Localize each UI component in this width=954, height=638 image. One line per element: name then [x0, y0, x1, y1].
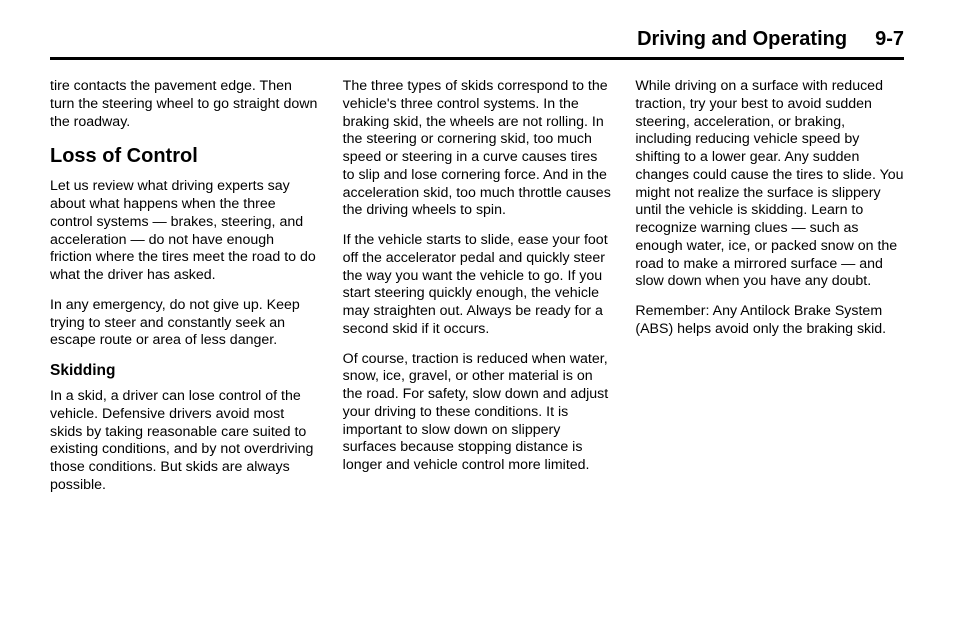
body-paragraph: In a skid, a driver can lose control of … — [50, 388, 319, 495]
column-3: While driving on a surface with reduced … — [635, 78, 904, 507]
page-number: 9-7 — [875, 28, 904, 51]
body-paragraph: Of course, traction is reduced when wate… — [343, 351, 612, 475]
body-paragraph: While driving on a surface with reduced … — [635, 78, 904, 291]
manual-page: Driving and Operating 9-7 tire contacts … — [0, 0, 954, 638]
body-paragraph: Let us review what driving experts say a… — [50, 178, 319, 285]
page-header: Driving and Operating 9-7 — [50, 28, 904, 60]
column-1: tire contacts the pavement edge. Then tu… — [50, 78, 319, 507]
body-paragraph: If the vehicle starts to slide, ease you… — [343, 232, 612, 339]
section-title: Driving and Operating — [637, 28, 847, 51]
body-paragraph: In any emergency, do not give up. Keep t… — [50, 297, 319, 350]
body-paragraph: tire contacts the pavement edge. Then tu… — [50, 78, 319, 131]
subheading-skidding: Skidding — [50, 362, 319, 380]
column-2: The three types of skids correspond to t… — [343, 78, 612, 507]
body-paragraph: Remember: Any Antilock Brake System (ABS… — [635, 303, 904, 339]
body-paragraph: The three types of skids correspond to t… — [343, 78, 612, 220]
text-columns: tire contacts the pavement edge. Then tu… — [50, 78, 904, 507]
heading-loss-of-control: Loss of Control — [50, 145, 319, 168]
